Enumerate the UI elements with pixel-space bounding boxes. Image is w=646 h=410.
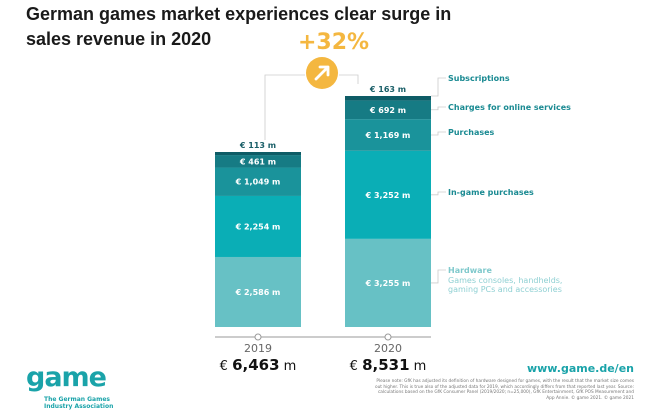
bar-segment-2019 (215, 256, 301, 327)
segment-value-label: € 2,586 m (235, 288, 281, 297)
segment-value-label: € 3,255 m (365, 279, 411, 288)
footnote: Please note: GfK has adjusted its defini… (374, 379, 634, 401)
growth-bracket (264, 74, 305, 140)
total-2019: € 6,463 m (219, 356, 297, 375)
connector-line (431, 106, 446, 111)
total-value: 8,531 (362, 356, 410, 374)
total-value: 6,463 (232, 356, 280, 374)
arrow-up-right-icon (314, 65, 330, 81)
chart-title: German games market experiences clear su… (26, 4, 452, 49)
bar-segment-2020 (345, 238, 431, 327)
bar-segment-2019 (215, 195, 301, 257)
year-label-2019: 2019 (244, 342, 272, 355)
growth-label: +32% (298, 30, 370, 55)
game-logo: game (26, 362, 107, 393)
axis-tick (384, 333, 392, 341)
connector-line (431, 131, 446, 136)
bar-segment-2020 (345, 100, 431, 120)
legend-label: In-game purchases (448, 188, 534, 197)
bar-segment-2020 (345, 150, 431, 239)
legend-label: Purchases (448, 128, 495, 137)
segment-value-label: € 692 m (369, 106, 406, 115)
segment-value-label: € 461 m (239, 157, 276, 166)
bar-segment-2020 (345, 119, 431, 151)
website-link[interactable]: www.game.de/en (526, 362, 634, 375)
bar-segment-2019 (215, 152, 301, 156)
legend-label: Charges for online services (448, 103, 571, 112)
bar-segment-2020 (345, 96, 431, 101)
segment-value-label: € 2,254 m (235, 222, 281, 231)
legend-label: Hardware (448, 266, 493, 275)
connector-line (431, 77, 446, 97)
bar-segment-2019 (215, 155, 301, 168)
legend-sublabel: gaming PCs and accessories (448, 285, 562, 294)
bar-segment-2019 (215, 167, 301, 196)
legend-sublabel: Games consoles, handhelds, (448, 276, 562, 285)
growth-bracket (339, 74, 359, 85)
connector-line (431, 191, 446, 196)
connector-line (431, 269, 446, 284)
segment-value-label: € 163 m (369, 85, 406, 94)
segment-value-label: € 113 m (239, 141, 276, 150)
legend-label: Subscriptions (448, 74, 510, 83)
axis-tick (254, 333, 262, 341)
segment-value-label: € 1,049 m (235, 178, 281, 187)
segment-value-label: € 1,169 m (365, 131, 411, 140)
total-2020: € 8,531 m (349, 356, 427, 375)
year-label-2020: 2020 (374, 342, 402, 355)
segment-value-label: € 3,252 m (365, 191, 411, 200)
logo-subtitle: The German Games Industry Association (44, 396, 114, 410)
